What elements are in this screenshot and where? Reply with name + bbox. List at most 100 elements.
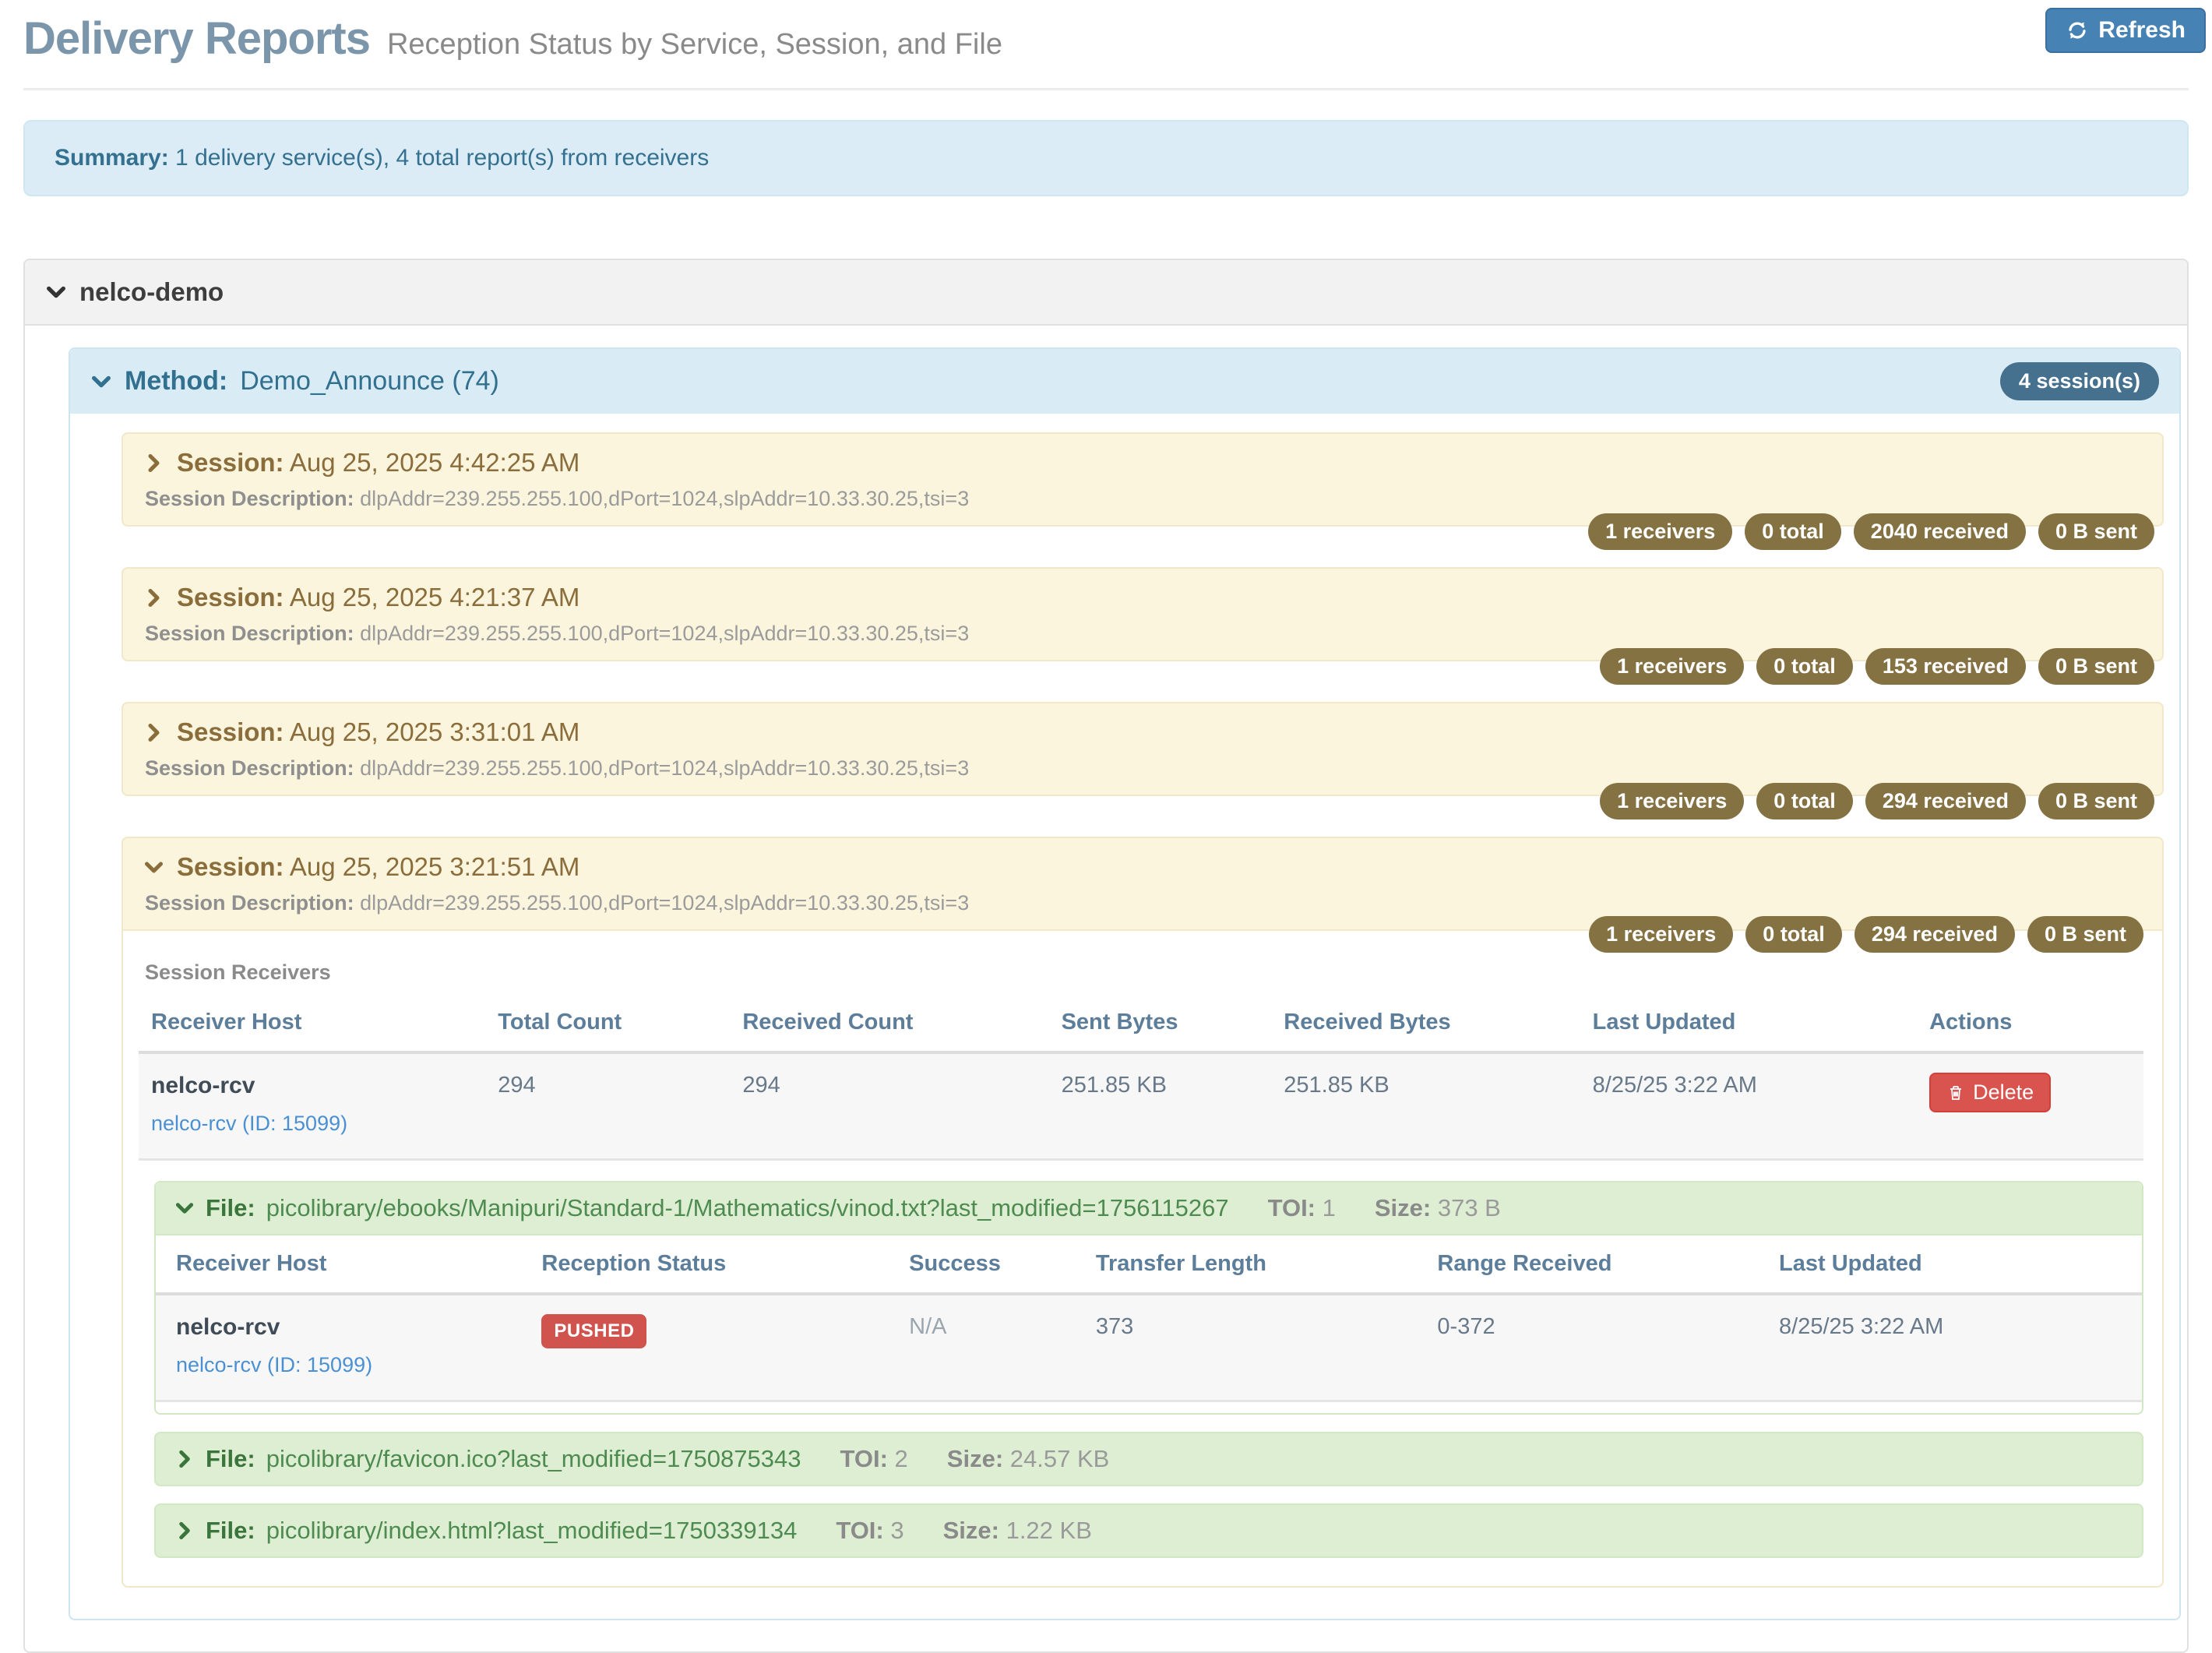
column-header: Last Updated (1766, 1235, 2142, 1295)
total-badge: 0 total (1756, 648, 1853, 685)
total-count-cell: 294 (485, 1052, 731, 1161)
column-header: Total Count (485, 994, 731, 1054)
refresh-label: Refresh (2098, 17, 2186, 43)
chevron-right-icon (143, 722, 164, 743)
file-toi: TOI: 1 (1267, 1194, 1336, 1221)
session-description: Session Description: dlpAddr=239.255.255… (145, 756, 970, 780)
column-header: Sent Bytes (1048, 994, 1272, 1054)
chevron-right-icon (143, 587, 164, 608)
last-updated-cell: 8/25/25 3:22 AM (1580, 1052, 1918, 1161)
file-path: picolibrary/index.html?last_modified=175… (266, 1517, 798, 1544)
reception-status-badge: PUSHED (541, 1314, 647, 1348)
receiver-link[interactable]: nelco-rcv (ID: 15099) (151, 1112, 348, 1135)
session-receivers-table: Receiver Host Total Count Received Count… (139, 994, 2143, 1161)
page-subtitle: Reception Status by Service, Session, an… (386, 28, 1002, 61)
sent-bytes-cell: 251.85 KB (1048, 1052, 1272, 1161)
file-panel: File: picolibrary/favicon.ico?last_modif… (154, 1432, 2143, 1486)
file-receivers-table: Receiver Host Reception Status Success T… (156, 1235, 2142, 1402)
session-header[interactable]: Session: Aug 25, 2025 3:31:01 AM Session… (123, 703, 2162, 795)
column-header: Range Received (1425, 1235, 1767, 1295)
page-header: Delivery Reports Reception Status by Serv… (23, 0, 2206, 65)
session-block: Session: Aug 25, 2025 4:42:25 AM Session… (122, 432, 2164, 550)
table-row: nelco-rcv nelco-rcv (ID: 15099) PUSHED (156, 1294, 2142, 1402)
file-header[interactable]: File: picolibrary/index.html?last_modifi… (156, 1505, 2142, 1556)
refresh-button[interactable]: Refresh (2045, 8, 2206, 53)
received-count-cell: 294 (730, 1052, 1049, 1161)
file-label: File: (206, 1517, 255, 1544)
sent-badge: 0 B sent (2038, 513, 2154, 550)
chevron-right-icon (143, 453, 164, 474)
column-header: Success (896, 1235, 1083, 1295)
trash-icon (1946, 1084, 1965, 1102)
column-header: Receiver Host (156, 1235, 530, 1295)
sent-badge: 0 B sent (2027, 916, 2143, 953)
summary-label: Summary: (55, 145, 169, 171)
file-panel: File: picolibrary/index.html?last_modifi… (154, 1503, 2143, 1558)
service-panel-body: Method: Demo_Announce (74) 4 session(s) (25, 326, 2187, 1651)
method-panel-body: Session: Aug 25, 2025 4:42:25 AM Session… (70, 414, 2179, 1619)
session-description: Session Description: dlpAddr=239.255.255… (145, 487, 970, 510)
success-cell: N/A (896, 1294, 1083, 1402)
column-header: Receiver Host (139, 994, 486, 1054)
total-badge: 0 total (1756, 783, 1853, 819)
column-header: Received Count (730, 994, 1049, 1054)
refresh-icon (2066, 19, 2089, 42)
summary-alert: Summary: 1 delivery service(s), 4 total … (23, 120, 2189, 196)
session-body: 1 receivers 0 total 294 received 0 B sen… (123, 916, 2162, 1586)
receivers-badge: 1 receivers (1600, 648, 1745, 685)
chevron-down-icon (90, 371, 112, 393)
session-header[interactable]: Session: Aug 25, 2025 4:21:37 AM Session… (123, 569, 2162, 660)
session-panel: Session: Aug 25, 2025 3:31:01 AM Session… (122, 702, 2164, 796)
session-header[interactable]: Session: Aug 25, 2025 3:21:51 AM Session… (123, 838, 2162, 929)
file-panel-body: Receiver Host Reception Status Success T… (156, 1234, 2142, 1413)
sent-badge: 0 B sent (2038, 648, 2154, 685)
session-stats-badges: 1 receivers 0 total 2040 received 0 B se… (122, 513, 2164, 550)
session-description: Session Description: dlpAddr=239.255.255… (145, 891, 970, 915)
received-bytes-cell: 251.85 KB (1271, 1052, 1580, 1161)
receiver-host: nelco-rcv (176, 1314, 280, 1340)
file-panel: File: picolibrary/ebooks/Manipuri/Standa… (154, 1181, 2143, 1415)
file-path: picolibrary/favicon.ico?last_modified=17… (266, 1445, 801, 1472)
page-title: Delivery Reports (23, 13, 371, 64)
table-header-row: Receiver Host Reception Status Success T… (156, 1235, 2142, 1295)
session-count-badge: 4 session(s) (1999, 362, 2159, 400)
file-header[interactable]: File: picolibrary/favicon.ico?last_modif… (156, 1433, 2142, 1485)
delete-label: Delete (1973, 1080, 2034, 1104)
method-panel: Method: Demo_Announce (74) 4 session(s) (69, 347, 2181, 1620)
file-size: Size: 24.57 KB (946, 1445, 1110, 1472)
session-description: Session Description: dlpAddr=239.255.255… (145, 622, 970, 645)
session-header[interactable]: Session: Aug 25, 2025 4:42:25 AM Session… (123, 434, 2162, 525)
delete-button[interactable]: Delete (1929, 1073, 2052, 1112)
session-title: Session: Aug 25, 2025 4:21:37 AM (143, 583, 2142, 612)
table-header-row: Receiver Host Total Count Received Count… (139, 994, 2143, 1054)
received-badge: 2040 received (1853, 513, 2026, 550)
session-panel-expanded: Session: Aug 25, 2025 3:21:51 AM Session… (122, 837, 2164, 1588)
column-header: Actions (1917, 994, 2143, 1054)
session-block: Session: Aug 25, 2025 4:21:37 AM Session… (122, 567, 2164, 685)
column-header: Transfer Length (1083, 1235, 1425, 1295)
session-receivers-title: Session Receivers (145, 960, 331, 984)
session-block: Session: Aug 25, 2025 3:21:51 AM Session… (122, 837, 2164, 1588)
session-block: Session: Aug 25, 2025 3:31:01 AM Session… (122, 702, 2164, 819)
header-divider (23, 88, 2189, 90)
file-toi: TOI: 3 (836, 1517, 904, 1544)
receiver-link[interactable]: nelco-rcv (ID: 15099) (176, 1353, 373, 1376)
column-header: Last Updated (1580, 994, 1918, 1054)
session-stats-badges: 1 receivers 0 total 294 received 0 B sen… (122, 783, 2164, 819)
service-panel: nelco-demo Method: Demo_Announce (74) 4 … (23, 259, 2189, 1653)
receivers-badge: 1 receivers (1589, 916, 1734, 953)
file-size: Size: 1.22 KB (942, 1517, 1092, 1544)
chevron-down-icon (45, 281, 67, 303)
file-path: picolibrary/ebooks/Manipuri/Standard-1/M… (266, 1194, 1229, 1221)
session-panel: Session: Aug 25, 2025 4:21:37 AM Session… (122, 567, 2164, 661)
transfer-length-cell: 373 (1083, 1294, 1425, 1402)
service-panel-header[interactable]: nelco-demo (25, 260, 2187, 326)
summary-text: 1 delivery service(s), 4 total report(s)… (168, 145, 710, 171)
method-panel-header[interactable]: Method: Demo_Announce (74) 4 session(s) (70, 349, 2179, 414)
file-header[interactable]: File: picolibrary/ebooks/Manipuri/Standa… (156, 1182, 2142, 1234)
session-title: Session: Aug 25, 2025 4:42:25 AM (143, 448, 2142, 478)
session-title: Session: Aug 25, 2025 3:31:01 AM (143, 717, 2142, 747)
column-header: Reception Status (529, 1235, 897, 1295)
received-badge: 153 received (1865, 648, 2026, 685)
